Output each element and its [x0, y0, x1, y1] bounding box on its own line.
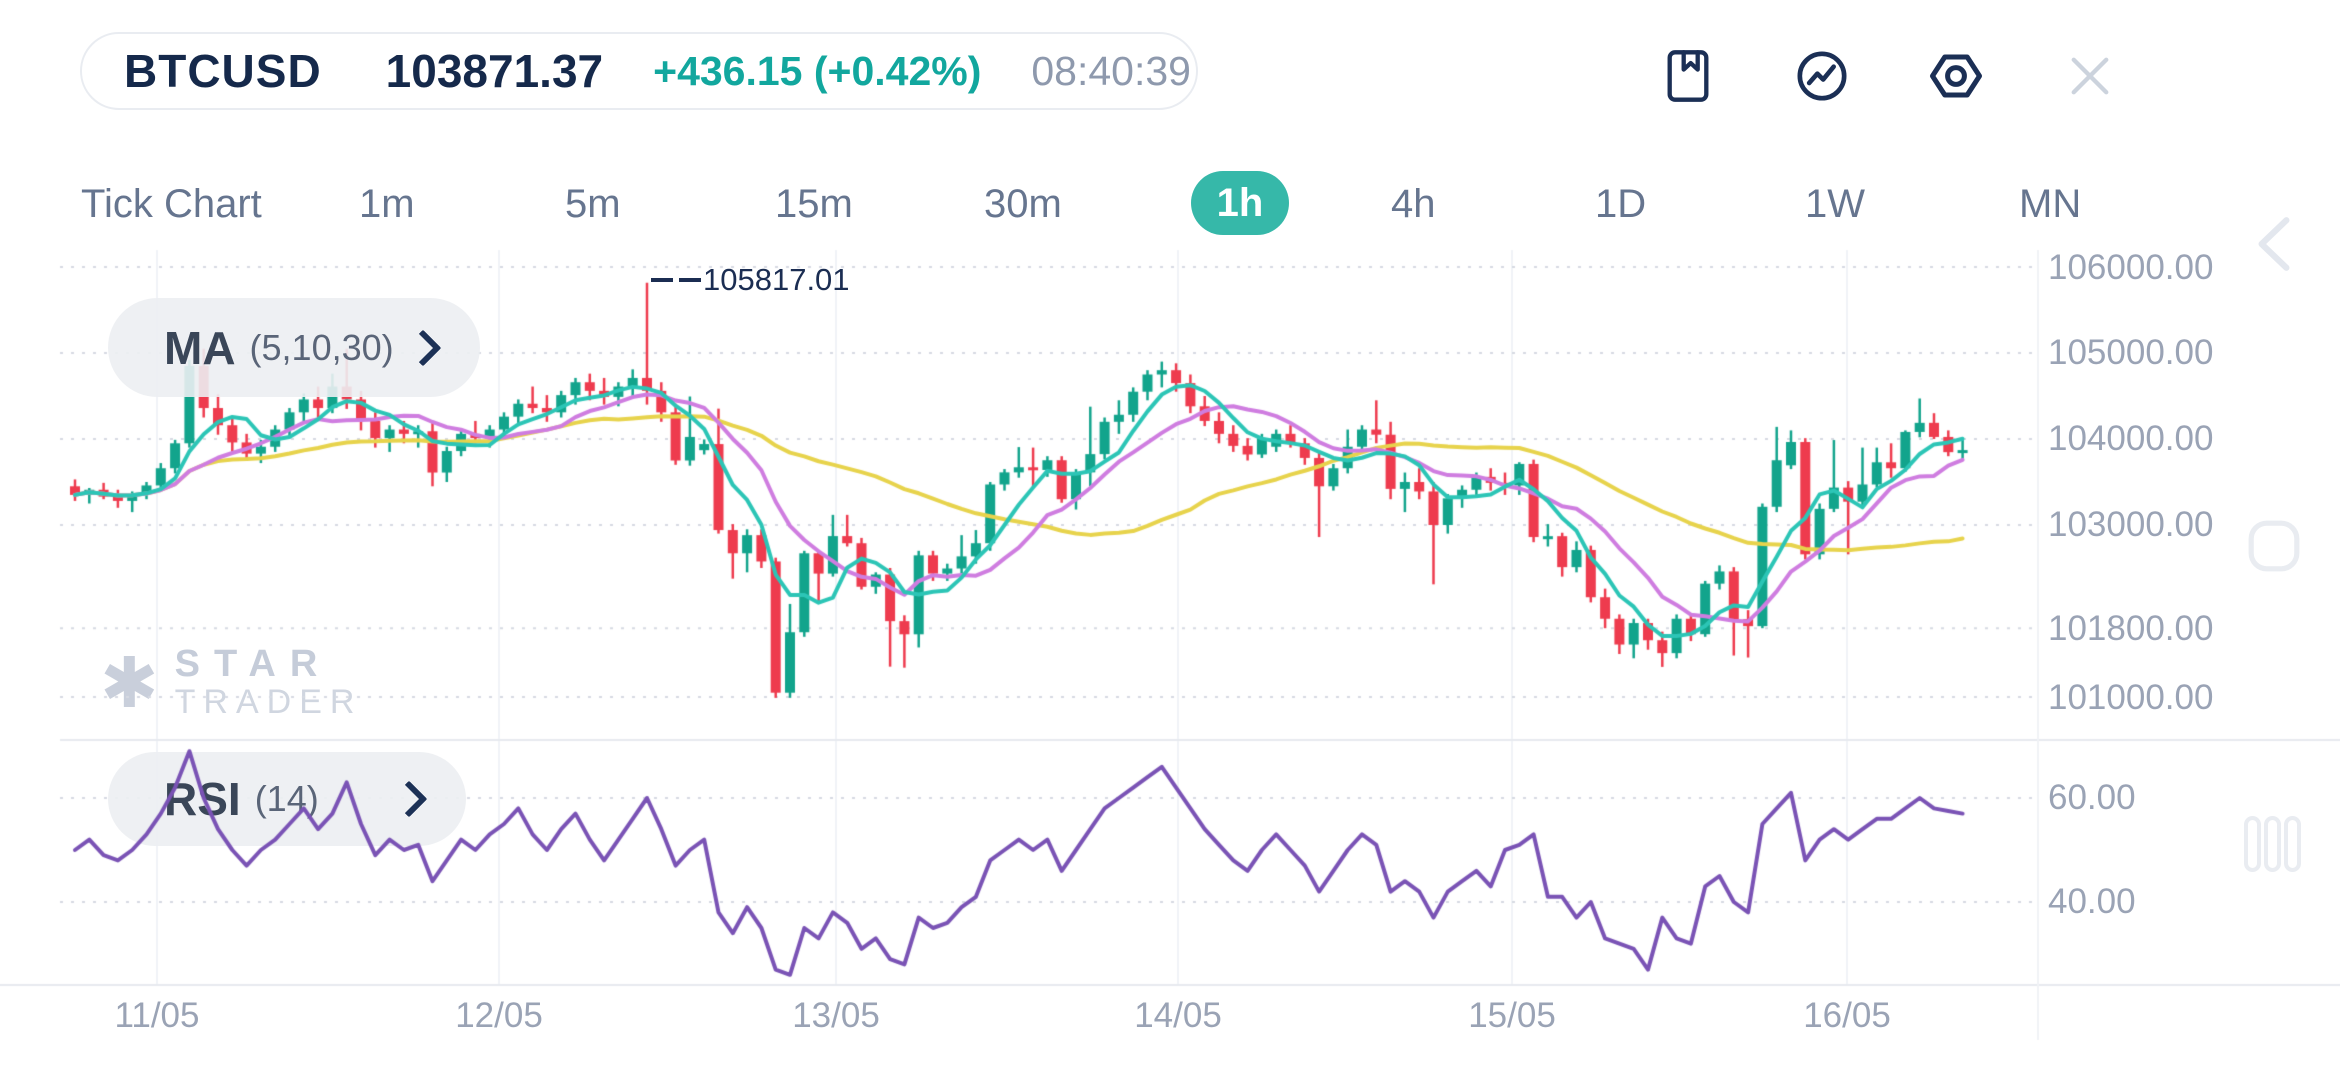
- tab-5m[interactable]: 5m: [565, 182, 621, 226]
- x-axis-label: 14/05: [1134, 996, 1222, 1035]
- tab-1h-active[interactable]: 1h: [1191, 171, 1289, 235]
- rsi-indicator-pill[interactable]: RSI (14): [108, 752, 466, 846]
- rsi-axis-label: 40.00: [2048, 882, 2136, 921]
- tab-1m[interactable]: 1m: [359, 182, 415, 226]
- price-change: +436.15 (+0.42%): [653, 47, 982, 94]
- drag-bars-icon: [2244, 816, 2301, 872]
- annotation-value: 105817.01: [703, 262, 850, 297]
- y-axis-label: 104000.00: [2048, 419, 2214, 458]
- bookmark-icon: [1667, 50, 1709, 102]
- tab-mn[interactable]: MN: [2019, 182, 2082, 226]
- x-axis-label: 16/05: [1803, 996, 1891, 1035]
- annotation-dash: [679, 277, 701, 282]
- rsi-params: (14): [254, 778, 319, 819]
- drag-handle-button[interactable]: [2242, 814, 2302, 874]
- high-price-annotation: 105817.01: [651, 264, 850, 295]
- y-axis-label: 101000.00: [2048, 678, 2214, 717]
- trend-circle-icon: [1797, 51, 1847, 101]
- annotation-dash: [651, 277, 673, 282]
- settings-button[interactable]: [1928, 48, 1984, 104]
- tab-4h[interactable]: 4h: [1391, 182, 1436, 226]
- symbol-header-pill[interactable]: BTCUSD 103871.37 +436.15 (+0.42%) 08:40:…: [80, 32, 1198, 110]
- y-axis-label: 101800.00: [2048, 609, 2214, 648]
- rsi-axis-label: 60.00: [2048, 778, 2136, 817]
- collapse-panel-button[interactable]: [2248, 212, 2300, 276]
- tab-tick-chart[interactable]: Tick Chart: [81, 182, 262, 226]
- tab-15m[interactable]: 15m: [775, 182, 853, 226]
- settings-hexagon-icon: [1929, 54, 1983, 98]
- tab-30m[interactable]: 30m: [984, 182, 1062, 226]
- ma-params: (5,10,30): [249, 326, 394, 368]
- x-axis-label: 11/05: [114, 996, 200, 1035]
- x-axis-label: 12/05: [455, 996, 543, 1035]
- indicators-button[interactable]: [1794, 48, 1850, 104]
- clock-time: 08:40:39: [1031, 47, 1191, 94]
- tab-1d[interactable]: 1D: [1595, 182, 1647, 226]
- chevron-right-icon: [404, 329, 442, 366]
- y-axis-label: 106000.00: [2048, 248, 2214, 287]
- ma-indicator-pill[interactable]: MA (5,10,30): [108, 298, 480, 397]
- last-price: 103871.37: [385, 45, 604, 97]
- y-axis-label: 105000.00: [2048, 333, 2214, 372]
- y-axis-label: 103000.00: [2048, 505, 2214, 544]
- ma-label: MA: [164, 321, 236, 374]
- bookmark-button[interactable]: [1660, 48, 1716, 104]
- toolbar: [1660, 46, 2220, 106]
- rsi-label: RSI: [164, 773, 241, 825]
- tab-1w[interactable]: 1W: [1805, 182, 1865, 226]
- x-axis-label: 13/05: [792, 996, 880, 1035]
- stop-square-icon: [2248, 520, 2300, 572]
- stop-button[interactable]: [2246, 518, 2302, 574]
- close-button[interactable]: [2062, 48, 2118, 104]
- close-icon: [2071, 57, 2109, 95]
- chevron-left-icon: [2258, 217, 2290, 271]
- chevron-right-icon: [390, 780, 428, 818]
- symbol-name: BTCUSD: [124, 45, 322, 97]
- x-axis-label: 15/05: [1468, 996, 1556, 1035]
